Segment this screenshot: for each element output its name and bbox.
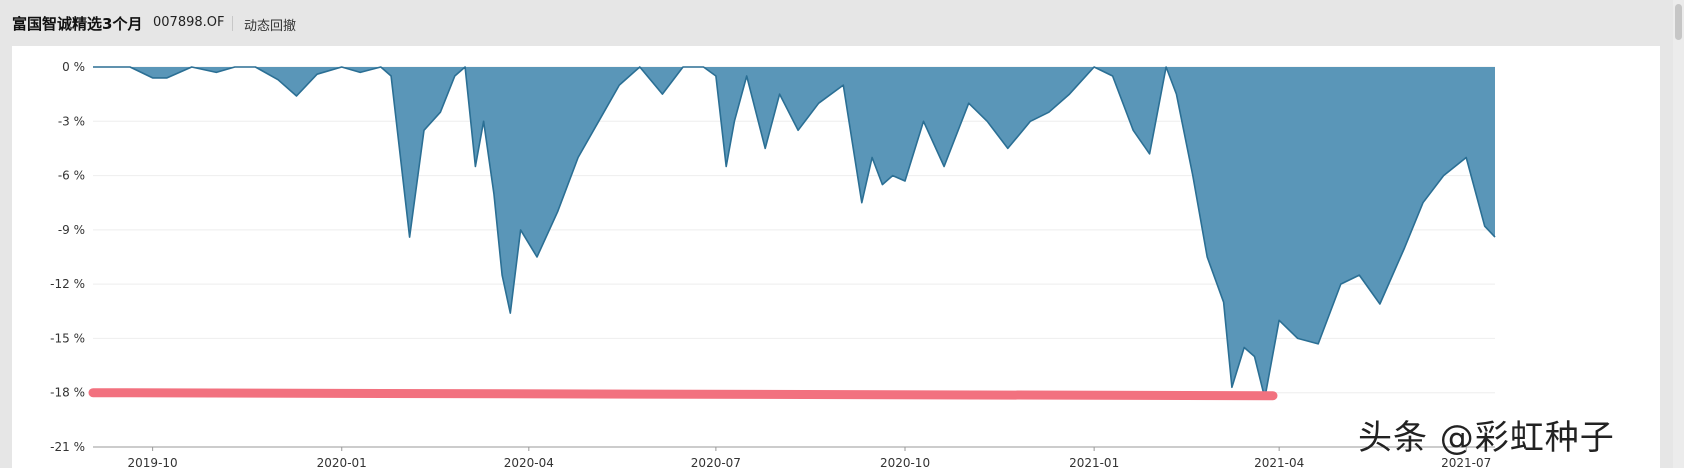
x-tick-label: 2020-07 [691, 456, 741, 468]
fund-code: 007898.OF [153, 15, 225, 30]
scrollbar[interactable] [1673, 0, 1684, 468]
area-layer [93, 66, 1496, 399]
highlight-layer [88, 388, 1278, 401]
x-tick-label: 2021-07 [1441, 456, 1491, 468]
drawdown-chart: 0 % -3 % -6 % -9 % -12 % -15 % -18 % -21 % 2019… [50, 60, 1496, 468]
x-tick-label: 2020-04 [504, 456, 554, 468]
y-tick-label: -9 % [58, 223, 85, 237]
tab-dynamic-drawdown[interactable]: 动态回撤 [244, 19, 297, 34]
y-tick-label: -15 % [50, 331, 85, 345]
x-tick-label: 2020-01 [317, 456, 367, 468]
scrollbar-thumb[interactable] [1675, 4, 1682, 40]
x-tick-label: 2021-01 [1069, 456, 1119, 468]
y-tick-label: -3 % [58, 114, 85, 128]
fund-name: 富国智诚精选3个月 [12, 15, 143, 33]
y-axis: 0 % -3 % -6 % -9 % -12 % -15 % -18 % -21 % [50, 60, 85, 454]
drawdown-line [93, 66, 1496, 399]
x-axis: 2019-10 2020-01 2020-04 2020-07 2020-10 2021-… [93, 446, 1495, 468]
header-divider [232, 16, 233, 31]
max-drawdown-highlight [88, 388, 1278, 401]
x-tick-label: 2021-04 [1254, 456, 1304, 468]
header-bar: 富国智诚精选3个月 007898.OF 动态回撤 [0, 0, 1684, 46]
y-tick-label: 0 % [62, 60, 85, 74]
drawdown-area [93, 67, 1495, 399]
y-tick-label: -21 % [50, 440, 85, 454]
x-tick-label: 2019-10 [128, 456, 178, 468]
watermark: 头条 @彩虹种子 [1358, 418, 1615, 458]
y-tick-label: -18 % [50, 386, 85, 400]
y-tick-label: -6 % [58, 169, 85, 183]
x-tick-label: 2020-10 [880, 456, 930, 468]
chart-panel: 0 % -3 % -6 % -9 % -12 % -15 % -18 % -21 % 2019… [12, 46, 1660, 468]
y-tick-label: -12 % [50, 277, 85, 291]
